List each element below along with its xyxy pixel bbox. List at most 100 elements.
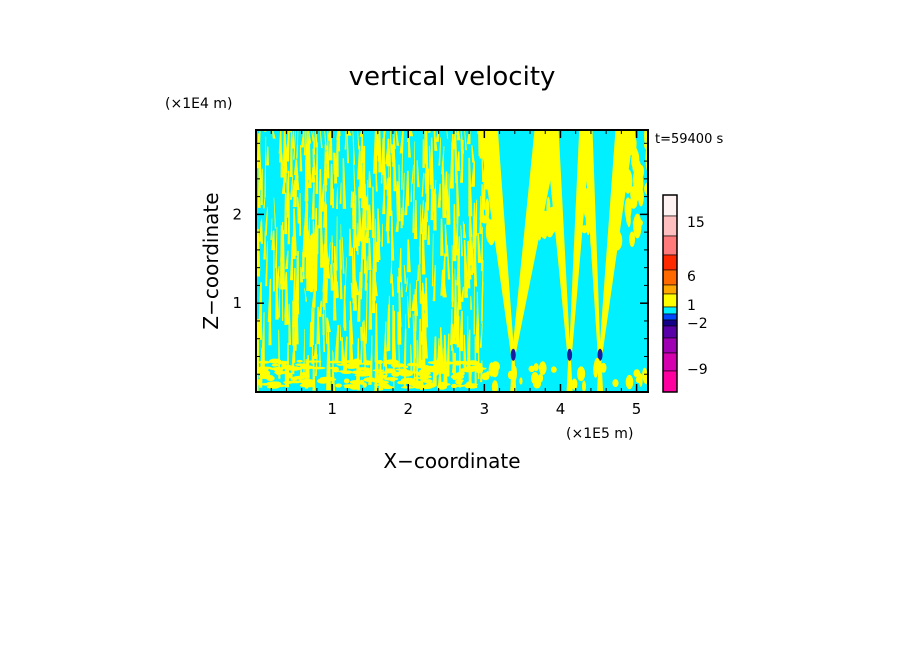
surface-cell — [491, 365, 498, 377]
upper-cell — [630, 185, 640, 202]
x-tick-label: 1 — [327, 400, 337, 418]
chart-title: vertical velocity — [349, 62, 556, 92]
boundary-layer-eddy — [344, 364, 359, 369]
surface-cell — [577, 366, 585, 381]
boundary-layer-eddy — [272, 364, 279, 367]
surface-cell — [482, 372, 490, 380]
surface-cell — [539, 361, 547, 375]
boundary-layer-eddy — [317, 378, 329, 383]
boundary-layer-eddy — [376, 371, 391, 373]
boundary-layer-eddy — [417, 372, 426, 375]
boundary-layer-eddy — [452, 385, 466, 387]
surface-cell — [571, 379, 577, 390]
colorbar-segment — [663, 353, 677, 371]
colorbar-label: −2 — [687, 316, 708, 332]
boundary-layer-eddy — [289, 380, 302, 383]
boundary-layer-eddy — [341, 371, 352, 374]
x-axis-unit: (×1E5 m) — [566, 426, 633, 442]
surface-cell — [633, 369, 640, 377]
colorbar-segment — [663, 270, 677, 285]
colorbar-segment — [663, 338, 677, 353]
colorbar-label: −9 — [687, 362, 708, 378]
boundary-layer-eddy — [328, 361, 342, 364]
boundary-layer-eddy — [420, 360, 424, 366]
boundary-layer-eddy — [363, 360, 372, 365]
boundary-layer-eddy — [258, 361, 270, 364]
boundary-layer-eddy — [438, 369, 449, 373]
y-tick-label: 1 — [232, 294, 242, 312]
plume-core — [567, 349, 572, 361]
upper-cell — [629, 231, 635, 247]
colorbar-segment — [663, 320, 677, 326]
velocity-field — [254, 120, 651, 393]
colorbar-label: 1 — [687, 298, 696, 314]
plume-core — [511, 349, 516, 361]
surface-cell — [513, 366, 517, 381]
y-axis-unit: (×1E4 m) — [165, 96, 232, 112]
boundary-layer-eddy — [344, 379, 350, 384]
boundary-layer-eddy — [442, 383, 450, 385]
boundary-layer-eddy — [364, 377, 375, 380]
x-tick-label: 5 — [632, 400, 642, 418]
boundary-layer-eddy — [377, 375, 387, 379]
colorbar-segment — [663, 314, 677, 320]
boundary-layer-eddy — [384, 386, 393, 389]
x-tick-label: 2 — [403, 400, 413, 418]
boundary-layer-eddy — [425, 382, 436, 387]
boundary-layer-eddy — [274, 367, 283, 372]
surface-cell — [626, 375, 634, 389]
y-axis-label: Z−coordinate — [199, 192, 223, 329]
x-axis-label: X−coordinate — [383, 449, 520, 473]
surface-cell — [519, 377, 522, 384]
surface-cell — [612, 379, 618, 387]
boundary-layer-eddy — [462, 362, 467, 366]
surface-cell — [593, 362, 598, 378]
boundary-layer-eddy — [410, 371, 417, 373]
colorbar-segment — [663, 195, 677, 216]
colorbar-segment — [663, 236, 677, 255]
boundary-layer-eddy — [355, 374, 370, 377]
colorbar-segment — [663, 255, 677, 270]
boundary-layer-eddy — [377, 360, 383, 364]
boundary-layer-eddy — [264, 368, 269, 372]
boundary-layer-eddy — [284, 365, 294, 368]
time-stamp: t=59400 s — [655, 132, 723, 147]
boundary-layer-eddy — [353, 381, 358, 387]
boundary-layer-eddy — [428, 361, 443, 364]
boundary-layer-eddy — [459, 368, 472, 371]
colorbar-segment — [663, 294, 677, 307]
boundary-layer-eddy — [302, 372, 307, 376]
colorbar-label: 6 — [687, 269, 696, 285]
boundary-layer-eddy — [376, 380, 387, 383]
boundary-layer-eddy — [458, 371, 465, 376]
colorbar-segment — [663, 326, 677, 338]
boundary-layer-eddy — [294, 376, 310, 378]
upper-cell — [486, 219, 493, 243]
colorbar-segment — [663, 307, 677, 314]
boundary-layer-eddy — [269, 359, 281, 364]
upper-cell — [633, 219, 643, 228]
surface-cell — [582, 381, 586, 392]
surface-cell — [528, 366, 534, 372]
colorbar-segment — [663, 371, 677, 392]
boundary-layer-eddy — [335, 383, 342, 387]
upper-cell — [627, 213, 631, 227]
upper-cell — [631, 153, 637, 169]
surface-cell — [601, 363, 607, 373]
boundary-layer-eddy — [453, 361, 462, 366]
boundary-layer-eddy — [300, 383, 315, 387]
boundary-layer-eddy — [275, 385, 285, 388]
boundary-layer-eddy — [407, 363, 419, 366]
boundary-layer-eddy — [372, 369, 383, 371]
colorbar-segment — [663, 216, 677, 236]
colorbar-segment — [663, 285, 677, 294]
boundary-layer-eddy — [409, 380, 423, 385]
y-tick-label: 2 — [232, 205, 242, 223]
boundary-layer-eddy — [384, 359, 399, 364]
boundary-layer-eddy — [434, 372, 439, 376]
boundary-layer-eddy — [333, 367, 339, 373]
boundary-layer-eddy — [443, 364, 450, 366]
